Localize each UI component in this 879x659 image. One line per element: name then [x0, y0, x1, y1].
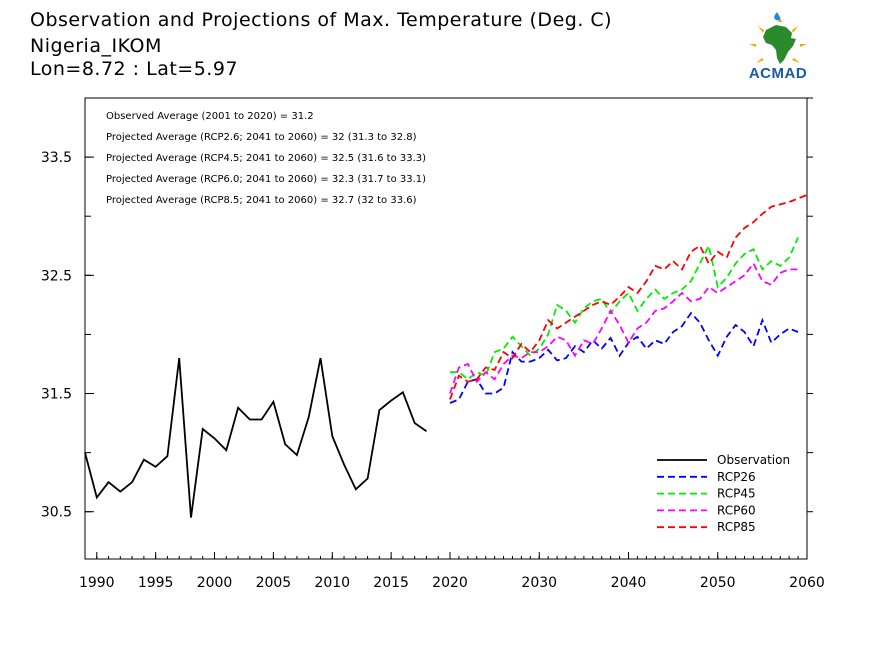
x-tick-label: 2040 — [611, 575, 647, 591]
location-coords: Lon=8.72 : Lat=5.97 — [30, 58, 239, 80]
legend-label: RCP85 — [717, 520, 756, 534]
legend: Observation RCP26 RCP45 RCP60 RCP85 — [657, 453, 790, 534]
x-tick-label: 2060 — [789, 575, 825, 591]
legend-label: RCP45 — [717, 487, 756, 501]
legend-label: RCP60 — [717, 503, 756, 517]
logo-text: ACMAD — [748, 65, 808, 82]
series-rcp60 — [449, 261, 799, 394]
plot-frame — [84, 97, 808, 560]
annotation-line: Projected Average (RCP4.5; 2041 to 2060)… — [106, 153, 426, 164]
africa-map-icon — [749, 12, 807, 64]
x-tick-label: 2020 — [432, 575, 468, 591]
x-tick-label: 2015 — [373, 575, 409, 591]
axis-ticks: 1990 1995 2000 2005 2010 2015 2020 2030 2040 2050… — [41, 97, 825, 591]
annotation-line: Projected Average (RCP6.0; 2041 to 2060)… — [106, 174, 426, 185]
y-tick-label: 30.5 — [41, 505, 72, 521]
legend-label: RCP26 — [717, 470, 756, 484]
x-tick-label: 2010 — [314, 575, 350, 591]
y-tick-label: 32.5 — [41, 268, 72, 284]
series-observation — [84, 357, 428, 518]
series-rcp85 — [449, 194, 808, 400]
series-rcp45 — [450, 237, 799, 381]
chart-title: Observation and Projections of Max. Temp… — [30, 9, 613, 31]
x-tick-label: 2000 — [197, 575, 233, 591]
x-tick-label: 1990 — [79, 575, 115, 591]
annotations: Observed Average (2001 to 2020) = 31.2 Pr… — [106, 111, 426, 206]
annotation-line: Projected Average (RCP2.6; 2041 to 2060)… — [106, 132, 417, 143]
x-tick-label: 2005 — [256, 575, 292, 591]
y-tick-label: 31.5 — [41, 387, 72, 403]
y-tick-label: 33.5 — [41, 150, 72, 166]
annotation-line: Projected Average (RCP8.5; 2041 to 2060)… — [106, 195, 417, 206]
series-rcp26 — [449, 311, 799, 404]
x-tick-label: 2050 — [700, 575, 736, 591]
legend-label: Observation — [717, 453, 790, 467]
annotation-line: Observed Average (2001 to 2020) = 31.2 — [106, 111, 314, 122]
acmad-logo: ACMAD — [736, 8, 820, 84]
x-tick-label: 1995 — [138, 575, 174, 591]
location-name: Nigeria_IKOM — [30, 35, 162, 57]
series-lines — [84, 194, 808, 518]
x-tick-label: 2030 — [521, 575, 557, 591]
